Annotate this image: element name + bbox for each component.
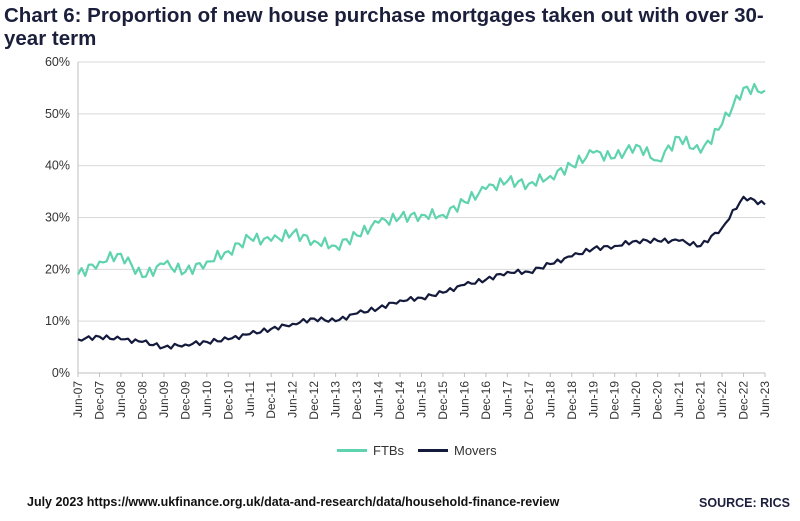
x-tick-label: Jun-21 bbox=[672, 381, 686, 418]
y-tick-label: 60% bbox=[45, 55, 70, 69]
x-tick-label: Dec-08 bbox=[135, 381, 149, 420]
x-tick-label: Jun-20 bbox=[629, 381, 643, 418]
x-tick-label: Dec-21 bbox=[694, 381, 708, 420]
x-tick-label: Dec-11 bbox=[264, 381, 278, 419]
x-tick-label: Jun-19 bbox=[586, 381, 600, 418]
y-tick-label: 40% bbox=[45, 159, 70, 173]
x-tick-label: Dec-14 bbox=[393, 381, 407, 420]
x-tick-label: Dec-19 bbox=[608, 381, 622, 420]
x-tick-label: Dec-20 bbox=[651, 381, 665, 420]
x-tick-label: Jun-17 bbox=[500, 381, 514, 418]
x-tick-label: Jun-09 bbox=[157, 381, 171, 418]
y-tick-label: 50% bbox=[45, 107, 70, 121]
x-tick-label: Dec-16 bbox=[479, 381, 493, 420]
legend-swatch-movers bbox=[418, 449, 448, 452]
x-axis-ticks: Jun-07 Dec-07 Jun-08 Dec-08 Jun-09 Dec-09 Jun-… bbox=[71, 373, 772, 420]
x-tick-label: Dec-09 bbox=[178, 381, 192, 420]
x-tick-label: Dec-17 bbox=[522, 381, 536, 420]
footer-source-label: SOURCE: RICS bbox=[699, 496, 790, 510]
y-tick-label: 20% bbox=[45, 262, 70, 276]
x-tick-label: Dec-13 bbox=[350, 381, 364, 420]
y-tick-label: 0% bbox=[52, 366, 70, 380]
x-tick-label: Jun-15 bbox=[415, 381, 429, 418]
y-axis-ticks: 0% 10% 20% 30% 40% 50% 60% bbox=[45, 55, 70, 380]
x-tick-label: Dec-15 bbox=[436, 381, 450, 420]
x-tick-label: Jun-11 bbox=[243, 381, 257, 417]
x-tick-label: Jun-22 bbox=[715, 381, 729, 418]
legend-swatch-ftbs bbox=[337, 449, 367, 452]
footer-source-url: July 2023 https://www.ukfinance.org.uk/d… bbox=[27, 495, 560, 509]
x-tick-label: Dec-18 bbox=[565, 381, 579, 420]
x-tick-label: Jun-07 bbox=[71, 381, 85, 418]
y-tick-label: 30% bbox=[45, 211, 70, 225]
x-tick-label: Jun-18 bbox=[543, 381, 557, 418]
legend-item-movers: Movers bbox=[418, 443, 497, 458]
x-tick-label: Jun-16 bbox=[457, 381, 471, 418]
legend-label-ftbs: FTBs bbox=[373, 443, 405, 458]
series-line-ftbs bbox=[77, 82, 766, 279]
x-tick-label: Dec-10 bbox=[221, 381, 235, 420]
x-tick-label: Jun-13 bbox=[329, 381, 343, 418]
legend-item-ftbs: FTBs bbox=[337, 443, 404, 458]
x-tick-label: Dec-12 bbox=[307, 381, 321, 420]
x-tick-label: Jun-23 bbox=[758, 381, 772, 418]
series-lines bbox=[77, 82, 766, 350]
x-tick-label: Jun-14 bbox=[372, 381, 386, 418]
x-tick-label: Jun-10 bbox=[200, 381, 214, 418]
legend-label-movers: Movers bbox=[454, 443, 497, 458]
gridlines bbox=[77, 61, 765, 374]
x-tick-label: Jun-12 bbox=[286, 381, 300, 418]
y-tick-label: 10% bbox=[45, 314, 70, 328]
x-tick-label: Dec-22 bbox=[737, 381, 751, 420]
x-tick-label: Jun-08 bbox=[114, 381, 128, 418]
chart-title: Chart 6: Proportion of new house purchas… bbox=[4, 4, 764, 50]
x-tick-label: Dec-07 bbox=[92, 381, 106, 420]
